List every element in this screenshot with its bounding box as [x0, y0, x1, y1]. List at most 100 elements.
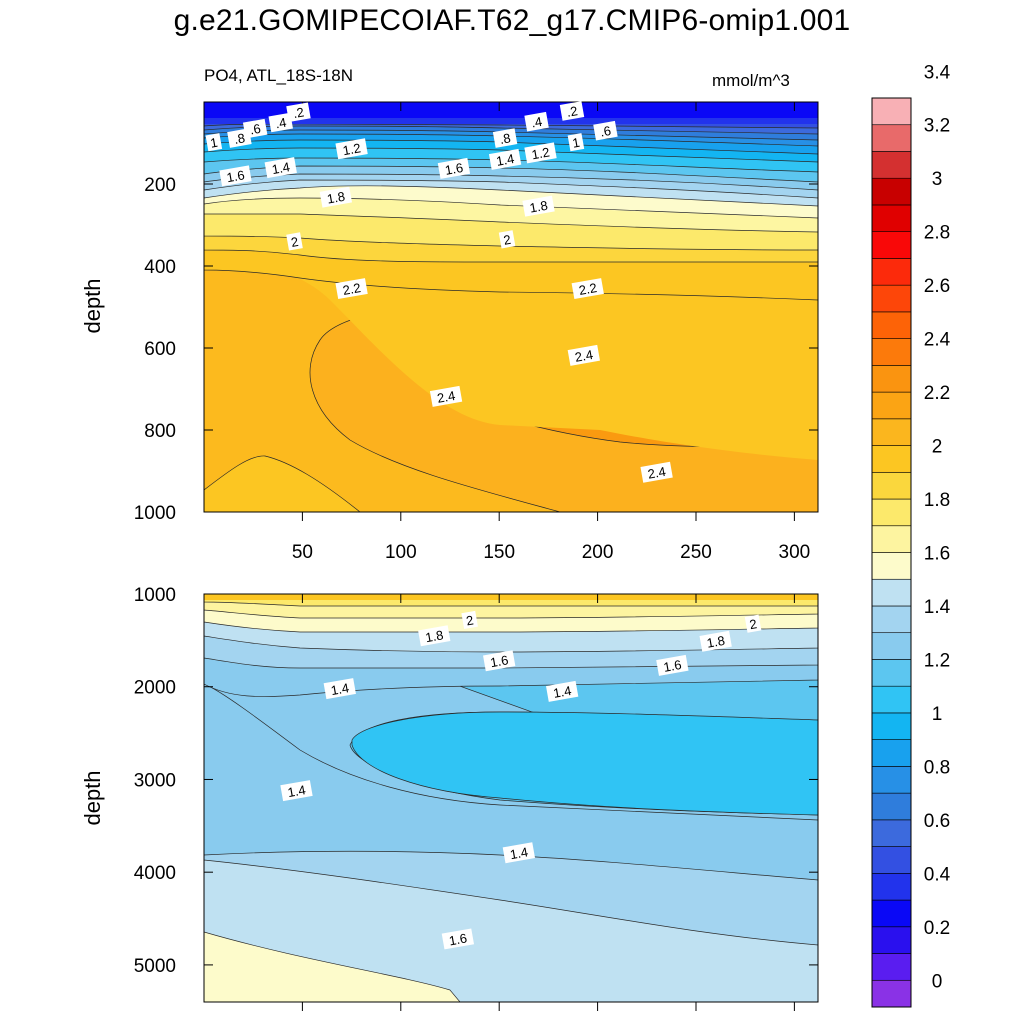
y-tick-label: 600: [144, 339, 176, 360]
upper-plot-frame: [203, 101, 819, 513]
contour-label-box: [219, 165, 252, 187]
contour-label-text: 1.4: [509, 844, 529, 862]
colorbar-swatch: [871, 712, 912, 740]
colorbar-label: 1.8: [924, 490, 950, 511]
contour-label-box: [656, 654, 689, 676]
colorbar-frame: [871, 97, 912, 1008]
colorbar-swatch: [871, 365, 912, 393]
contour-label-text: 1.8: [706, 633, 726, 651]
contour-label-box: [483, 650, 516, 672]
contour-label-text: 1.6: [444, 160, 464, 178]
contour-label: 2.4: [429, 385, 463, 407]
contour-label-box: [286, 232, 303, 251]
colorbar-swatch: [871, 605, 912, 634]
y-tick-label: 5000: [134, 956, 176, 977]
contour-label-box: [571, 278, 604, 300]
contour-label-text: .4: [530, 114, 543, 131]
units-subtitle: mmol/m^3: [712, 71, 790, 90]
colorbar-swatch: [871, 124, 912, 152]
contour-label-text: 2: [502, 232, 512, 248]
colorbar-swatch: [871, 819, 912, 847]
contour-label: .6: [593, 120, 618, 141]
contour-label: 1.8: [319, 186, 353, 208]
contour-label: 1.4: [264, 157, 297, 179]
x-tick-label: 300: [779, 542, 811, 563]
colorbar-swatch: [871, 338, 912, 366]
colorbar-swatch: [871, 739, 912, 767]
contour-label-text: 2: [290, 234, 300, 250]
contour-label: 1: [567, 133, 585, 152]
contour-label-box: [268, 112, 293, 133]
colorbar-swatch: [871, 151, 912, 179]
y-tick-label: 4000: [134, 863, 176, 884]
y-tick-label: 1000: [134, 585, 176, 606]
contour-label-text: 1.4: [495, 151, 515, 169]
colorbar-label: 1.6: [924, 544, 950, 565]
colorbar-swatch: [871, 97, 912, 126]
contour-label-text: .4: [274, 115, 287, 132]
contour-label-box: [286, 102, 311, 123]
lower-panel: 1000 2000 3000 4000 5000 depth 2 2 1.8 1.8 1.6 1.6…: [80, 585, 819, 1011]
contour-label-text: .2: [292, 104, 305, 121]
contour-label-text: 1.2: [530, 144, 550, 162]
contour-label-box: [461, 610, 478, 630]
contour-label: 1.6: [483, 650, 516, 672]
colorbar-swatch: [871, 525, 912, 553]
contour-label-text: .8: [499, 130, 512, 147]
contour-label-text: 2.2: [341, 280, 361, 298]
colorbar-swatch: [871, 231, 912, 259]
colorbar-swatch: [871, 418, 912, 446]
colorbar-swatch: [871, 792, 912, 821]
colorbar-label: 0.2: [924, 918, 950, 939]
x-tick-label: 250: [680, 542, 712, 563]
contour-label: 1.6: [437, 157, 471, 179]
contour-label-box: [502, 842, 536, 864]
colorbar-label: 2.4: [924, 330, 951, 351]
contour-label-text: 1.8: [528, 198, 548, 216]
contour-label-box: [522, 195, 555, 217]
x-tick-label: 100: [385, 542, 417, 563]
contour-label-text: 1.8: [326, 189, 346, 207]
contour-label-text: 1.4: [330, 680, 350, 698]
contour-label: 1.2: [524, 142, 557, 164]
contour-label: .8: [492, 128, 518, 148]
contour-label-box: [567, 133, 585, 152]
y-tick-label: 400: [144, 257, 176, 278]
contour-label-box: [227, 128, 252, 148]
contour-label: 2.2: [571, 278, 604, 300]
colorbar-swatch: [871, 498, 912, 527]
contour-label: 1.6: [441, 928, 475, 950]
y-tick-label: 800: [144, 421, 176, 442]
contour-label-box: [205, 133, 223, 152]
contour-label-box: [488, 148, 522, 170]
contour-label-text: 1.4: [552, 683, 572, 701]
contour-label-text: 1.4: [286, 782, 306, 800]
contour-label-text: 2.4: [574, 347, 594, 365]
contour-label-box: [264, 157, 297, 179]
contour-label: 1.4: [546, 680, 579, 702]
colorbar-label: 0.4: [924, 864, 951, 885]
contour-label: 2: [744, 614, 762, 633]
x-tick-label: 150: [483, 542, 515, 563]
contour-label-box: [744, 614, 762, 633]
contour-label-box: [335, 278, 368, 300]
contour-label: 1.4: [323, 678, 356, 700]
contour-label-box: [546, 680, 579, 702]
colorbar-label: 2: [932, 437, 943, 458]
contour-label: 1.6: [219, 165, 252, 187]
contour-label: 2: [498, 230, 516, 249]
colorbar-swatch: [871, 632, 912, 660]
upper-panel: 50 100 150 200 250 300 2004006008001000depth …: [80, 101, 819, 563]
y-tick-label: 200: [144, 175, 176, 196]
contour-label-box: [498, 230, 516, 249]
contour-label-text: 1.2: [341, 140, 361, 158]
colorbar-label: 1.4: [924, 597, 951, 618]
colorbar-swatch: [871, 659, 912, 687]
contour-label-box: [567, 344, 600, 366]
colorbar-swatch: [871, 391, 912, 420]
contour-label-text: 2: [465, 612, 475, 628]
colorbar-swatch: [871, 445, 912, 473]
colorbar-label: 0.8: [924, 757, 950, 778]
contour-label-text: 1.8: [424, 627, 444, 645]
contour-label: 2.4: [567, 344, 600, 366]
